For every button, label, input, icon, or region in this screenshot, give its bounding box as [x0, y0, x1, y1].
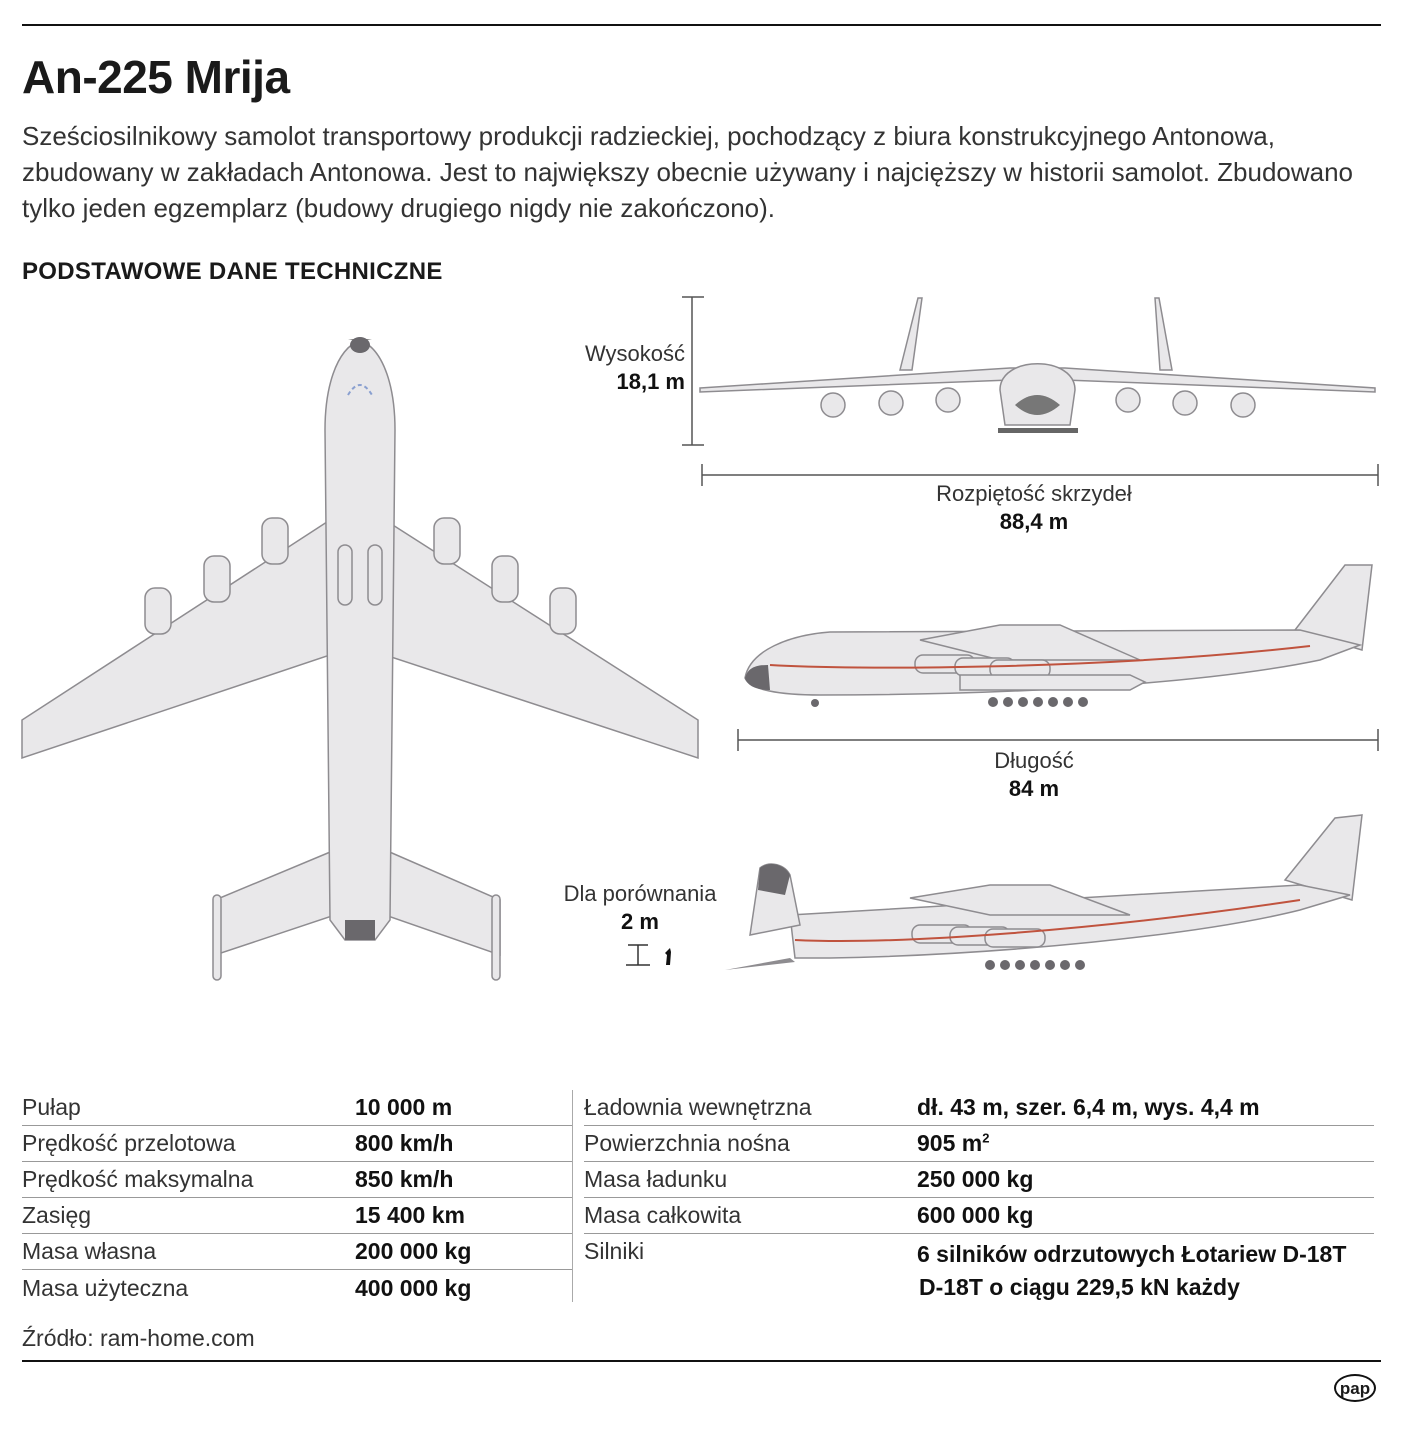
comparison-label: Dla porównania 2 m: [545, 880, 735, 936]
spec-row: Masa całkowita 600 000 kg: [584, 1198, 1374, 1234]
spec-label: Masa ładunku: [584, 1166, 728, 1192]
length-value: 84 m: [1008, 776, 1060, 801]
aircraft-open-nose-view: [725, 814, 1363, 970]
spec-row: Pułap 10 000 m: [22, 1090, 572, 1126]
spec-value: 15 400 km: [355, 1202, 465, 1228]
spec-value: 250 000 kg: [917, 1166, 1034, 1192]
bottom-rule: [22, 1360, 1381, 1362]
spec-value-sup: 2: [982, 1130, 990, 1146]
page-title: An-225 Mrija: [22, 51, 290, 103]
specs-right: Ładownia wewnętrzna dł. 43 m, szer. 6,4 m…: [584, 1090, 1374, 1306]
wingspan-value: 88,4 m: [999, 509, 1069, 534]
column-divider: [572, 1090, 573, 1302]
spec-label: Masa własna: [22, 1238, 157, 1264]
spec-row: Silniki 6 silników odrzutowych Łotariew D…: [584, 1234, 1374, 1306]
spec-value: 905 m2: [917, 1130, 989, 1157]
spec-value-text: 905 m: [917, 1130, 983, 1156]
length-label-text: Długość: [994, 748, 1074, 773]
spec-row: Prędkość maksymalna 850 km/h: [22, 1162, 572, 1198]
source-note: Źródło: ram-home.com: [22, 1325, 255, 1351]
spec-value: 600 000 kg: [917, 1202, 1034, 1228]
height-label-text: Wysokość: [584, 341, 685, 366]
wingspan-label: Rozpiętość skrzydeł 88,4 m: [884, 480, 1184, 536]
spec-label: Zasięg: [22, 1202, 92, 1228]
right-wing: [384, 518, 699, 760]
aircraft-top-view: [21, 337, 699, 981]
nose-cone: [350, 337, 370, 353]
spec-label: Masa całkowita: [584, 1202, 742, 1228]
length-dimension-bar: [737, 729, 1379, 751]
top-rule: [22, 24, 1381, 26]
spec-value: 6 silników odrzutowych Łotariew D-18T D-1…: [917, 1238, 1346, 1304]
right-stabilizer: [384, 848, 501, 957]
spec-value: dł. 43 m, szer. 6,4 m, wys. 4,4 m: [917, 1094, 1260, 1120]
section-title: PODSTAWOWE DANE TECHNICZNE: [22, 258, 443, 285]
spec-label: Prędkość przelotowa: [22, 1130, 236, 1156]
spec-row: Masa ładunku 250 000 kg: [584, 1162, 1374, 1198]
height-dimension-bar: [682, 296, 704, 446]
spec-row: Ładownia wewnętrzna dł. 43 m, szer. 6,4 m…: [584, 1090, 1374, 1126]
pap-logo: pap: [1334, 1374, 1376, 1402]
spec-value: 10 000 m: [355, 1094, 453, 1120]
spec-label: Prędkość maksymalna: [22, 1166, 254, 1192]
spec-row: Masa własna 200 000 kg: [22, 1234, 572, 1270]
spec-row: Masa użyteczna 400 000 kg: [22, 1270, 572, 1306]
human-scale-icon: [626, 944, 671, 966]
height-label: Wysokość 18,1 m: [560, 340, 685, 396]
length-label: Długość 84 m: [934, 747, 1134, 803]
wingspan-label-text: Rozpiętość skrzydeł: [936, 481, 1132, 506]
comparison-value: 2 m: [621, 909, 659, 934]
spec-value: 400 000 kg: [355, 1274, 472, 1301]
spec-label: Pułap: [22, 1094, 81, 1120]
spec-value: 850 km/h: [355, 1166, 454, 1192]
spec-value: 800 km/h: [355, 1130, 454, 1156]
spec-label: Powierzchnia nośna: [584, 1130, 790, 1156]
spec-value-line1: 6 silników odrzutowych Łotariew D-18T: [917, 1241, 1347, 1267]
spec-label: Ładownia wewnętrzna: [584, 1094, 812, 1120]
spec-row: Powierzchnia nośna 905 m2: [584, 1126, 1374, 1162]
spec-value: 200 000 kg: [355, 1238, 472, 1264]
spec-label: Silniki: [584, 1238, 645, 1264]
wingspan-dimension-bar: [701, 464, 1379, 486]
aircraft-front-view: [682, 296, 1376, 446]
spec-label: Masa użyteczna: [22, 1274, 189, 1301]
height-value: 18,1 m: [616, 369, 686, 394]
description: Sześciosilnikowy samolot transportowy pr…: [22, 121, 1354, 223]
fuselage: [324, 339, 396, 941]
spec-value-line2: D-18T o ciągu 229,5 kN każdy: [919, 1274, 1240, 1300]
spec-row: Zasięg 15 400 km: [22, 1198, 572, 1234]
aircraft-side-view: [744, 564, 1373, 707]
specs-left: Pułap 10 000 m Prędkość przelotowa 800 km/…: [22, 1090, 572, 1306]
left-stabilizer: [214, 848, 336, 957]
comparison-label-text: Dla porównania: [563, 881, 717, 906]
spec-row: Prędkość przelotowa 800 km/h: [22, 1126, 572, 1162]
